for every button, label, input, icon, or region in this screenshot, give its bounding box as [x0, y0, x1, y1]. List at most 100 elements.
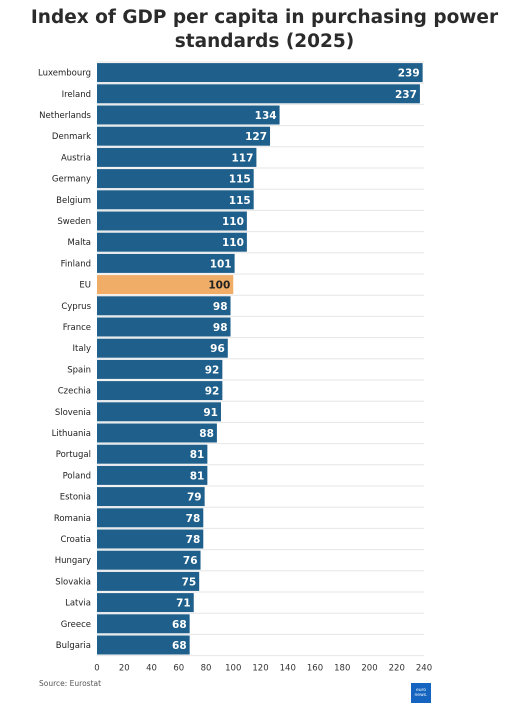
- bar: [97, 465, 208, 485]
- logo-text-1: euro: [415, 688, 427, 693]
- bar: [97, 105, 280, 125]
- value-label: 117: [231, 152, 253, 164]
- category-label: Estonia: [60, 493, 91, 503]
- chart-title: Index of GDP per capita in purchasing po…: [0, 6, 529, 54]
- chart-title-line2: standards (2025): [174, 31, 355, 52]
- bar: [97, 508, 204, 528]
- bar: [97, 635, 190, 655]
- x-tick-label: 240: [416, 664, 432, 674]
- value-label: 115: [229, 174, 251, 186]
- value-label: 100: [208, 280, 230, 292]
- value-label: 81: [190, 449, 205, 461]
- bar: [97, 275, 234, 295]
- value-label: 92: [205, 386, 220, 398]
- bar: [97, 169, 254, 189]
- x-tick-label: 120: [252, 664, 268, 674]
- category-label: Italy: [73, 344, 91, 354]
- category-label: Belgium: [56, 196, 91, 206]
- category-label: Portugal: [56, 450, 91, 460]
- value-label: 91: [203, 407, 218, 419]
- category-label: Netherlands: [39, 111, 91, 121]
- x-tick-label: 20: [119, 664, 130, 674]
- category-label: Czechia: [58, 387, 91, 397]
- value-label: 110: [222, 216, 244, 228]
- value-label: 88: [199, 428, 214, 440]
- bar: [97, 381, 223, 401]
- source-note: Source: Eurostat: [39, 679, 102, 688]
- category-label: Greece: [61, 620, 91, 630]
- x-tick-label: 60: [173, 664, 184, 674]
- value-label: 239: [398, 68, 420, 80]
- chart-title-line1: Index of GDP per capita in purchasing po…: [30, 7, 499, 28]
- value-label: 76: [183, 555, 198, 567]
- bar: [97, 338, 228, 358]
- value-label: 115: [229, 195, 251, 207]
- category-label: Lithuania: [52, 429, 91, 439]
- x-tick-label: 180: [334, 664, 350, 674]
- bar: [97, 126, 271, 146]
- x-tick-label: 80: [201, 664, 212, 674]
- category-label: Finland: [61, 259, 91, 269]
- value-label: 96: [210, 343, 225, 355]
- bar: [97, 529, 204, 549]
- category-label: France: [63, 323, 91, 333]
- bar: [97, 359, 223, 379]
- x-tick-label: 160: [307, 664, 323, 674]
- bar: [97, 211, 247, 231]
- value-label: 101: [210, 258, 232, 270]
- category-label: Germany: [52, 175, 91, 185]
- category-label: Latvia: [65, 599, 91, 609]
- category-label: Spain: [67, 365, 91, 375]
- x-tick-label: 40: [146, 664, 157, 674]
- bar: [97, 317, 231, 337]
- bar: [97, 253, 235, 273]
- value-label: 110: [222, 237, 244, 249]
- x-tick-label: 140: [280, 664, 296, 674]
- x-tick-label: 200: [361, 664, 377, 674]
- value-label: 237: [395, 89, 417, 101]
- category-label: Slovenia: [55, 408, 91, 418]
- category-label: Slovakia: [55, 577, 91, 587]
- value-label: 127: [245, 131, 267, 143]
- value-label: 79: [187, 492, 202, 504]
- category-label: Austria: [61, 153, 91, 163]
- bar: [97, 63, 423, 83]
- category-label: Denmark: [52, 132, 91, 142]
- category-label: Malta: [68, 238, 91, 248]
- category-label: Luxembourg: [38, 69, 91, 79]
- x-tick-label: 220: [389, 664, 405, 674]
- value-label: 78: [186, 513, 201, 525]
- bar: [97, 593, 194, 613]
- bar: [97, 84, 420, 104]
- category-label: Hungary: [55, 556, 91, 566]
- bar: [97, 614, 190, 634]
- bar: [97, 402, 221, 422]
- bar: [97, 296, 231, 316]
- category-label: Romania: [54, 514, 91, 524]
- logo-text-2: news.: [414, 693, 428, 698]
- euronews-logo: euro news.: [411, 683, 431, 703]
- bar: [97, 147, 257, 167]
- x-tick-label: 0: [94, 664, 99, 674]
- bar: [97, 487, 205, 507]
- category-label: EU: [79, 281, 91, 291]
- bar: [97, 571, 200, 591]
- bar: [97, 444, 208, 464]
- value-label: 98: [213, 322, 228, 334]
- value-label: 92: [205, 364, 220, 376]
- value-label: 75: [182, 576, 197, 588]
- bar: [97, 232, 247, 252]
- bar: [97, 423, 217, 443]
- category-label: Bulgaria: [56, 641, 91, 651]
- bar: [97, 550, 201, 570]
- category-label: Ireland: [62, 90, 91, 100]
- category-label: Poland: [63, 471, 91, 481]
- value-label: 134: [255, 110, 277, 122]
- value-label: 98: [213, 301, 228, 313]
- value-label: 68: [172, 640, 187, 652]
- value-label: 68: [172, 619, 187, 631]
- value-label: 81: [190, 470, 205, 482]
- x-tick-label: 100: [225, 664, 241, 674]
- value-label: 78: [186, 534, 201, 546]
